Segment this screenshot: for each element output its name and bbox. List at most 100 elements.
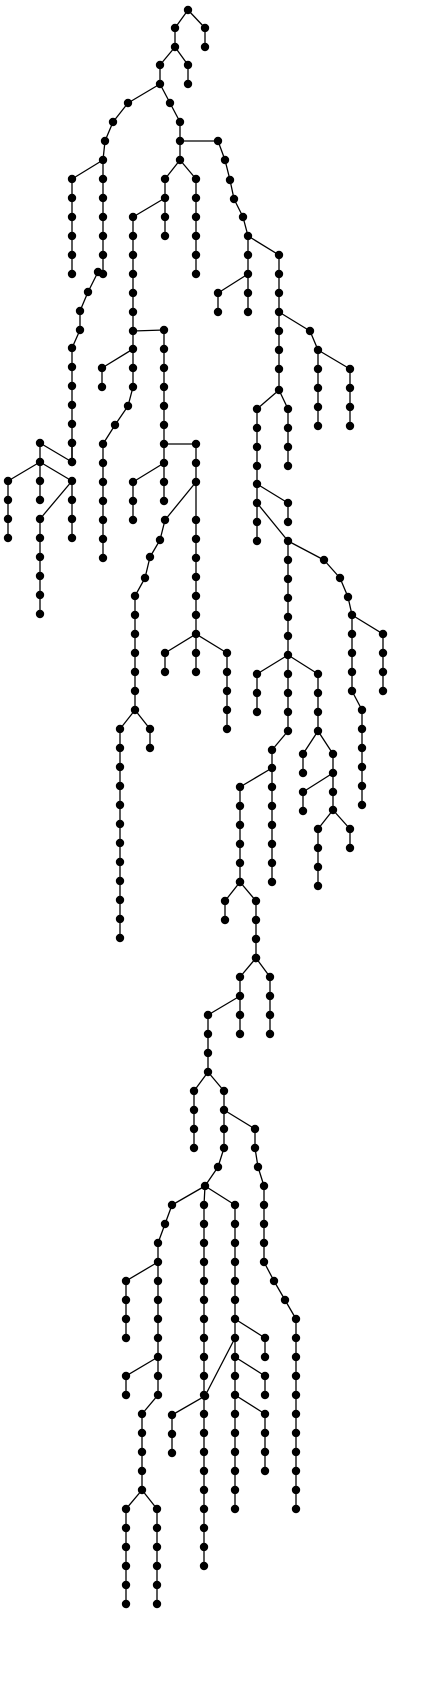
tree-node <box>200 1448 208 1456</box>
tree-node <box>200 1296 208 1304</box>
tree-node <box>236 802 244 810</box>
tree-node <box>252 935 260 943</box>
tree-edge <box>126 1262 158 1281</box>
tree-node <box>253 424 261 432</box>
tree-node <box>204 1068 212 1076</box>
tree-node <box>270 1277 278 1285</box>
tree-node <box>253 537 261 545</box>
tree-node <box>168 1430 176 1438</box>
tree-node <box>161 194 169 202</box>
tree-node <box>329 806 337 814</box>
tree-node <box>192 611 200 619</box>
tree-node <box>314 422 322 430</box>
tree-node <box>236 973 244 981</box>
tree-node <box>200 1258 208 1266</box>
tree-node <box>153 1505 161 1513</box>
tree-node <box>284 556 292 564</box>
tree-node <box>223 706 231 714</box>
tree-node <box>358 744 366 752</box>
tree-node <box>68 175 76 183</box>
tree-node <box>161 516 169 524</box>
tree-node <box>192 516 200 524</box>
tree-node <box>231 1505 239 1513</box>
tree-node <box>236 859 244 867</box>
tree-node <box>99 478 107 486</box>
tree-node <box>192 535 200 543</box>
tree-node <box>98 364 106 372</box>
tree-node <box>138 1448 146 1456</box>
tree-node <box>200 1334 208 1342</box>
tree-node <box>261 1372 269 1380</box>
tree-node <box>116 763 124 771</box>
tree-node <box>284 462 292 470</box>
tree-node <box>200 1201 208 1209</box>
tree-node <box>99 535 107 543</box>
tree-node <box>161 213 169 221</box>
tree-node <box>116 896 124 904</box>
tree-node <box>260 1220 268 1228</box>
tree-node <box>275 289 283 297</box>
tree-node <box>244 232 252 240</box>
tree-node <box>99 554 107 562</box>
tree-node <box>236 840 244 848</box>
tree-node <box>379 687 387 695</box>
tree-node <box>200 1410 208 1418</box>
tree-node <box>116 801 124 809</box>
tree-node <box>131 649 139 657</box>
tree-edge <box>248 236 279 255</box>
tree-node <box>161 668 169 676</box>
tree-node <box>129 232 137 240</box>
tree-node <box>153 1600 161 1608</box>
tree-edge <box>40 443 72 462</box>
tree-node <box>236 821 244 829</box>
tree-node <box>154 1315 162 1323</box>
tree-node <box>261 1334 269 1342</box>
tree-node <box>36 610 44 618</box>
tree-node <box>231 1353 239 1361</box>
tree-node <box>231 1334 239 1342</box>
tree-node <box>314 708 322 716</box>
tree-node <box>201 1392 209 1400</box>
tree-node <box>154 1353 162 1361</box>
tree-node <box>99 440 107 448</box>
tree-node <box>116 915 124 923</box>
tree-root-node <box>184 6 192 14</box>
tree-node <box>292 1429 300 1437</box>
tree-node <box>166 99 174 107</box>
tree-node <box>314 670 322 678</box>
tree-node <box>299 750 307 758</box>
tree-edge <box>240 768 272 787</box>
tree-edge <box>196 634 227 653</box>
tree-edge <box>165 482 196 520</box>
tree-node <box>220 1087 228 1095</box>
tree-node <box>138 1410 146 1418</box>
tree-node <box>68 515 76 523</box>
tree-node <box>346 403 354 411</box>
tree-node <box>4 477 12 485</box>
tree-node <box>284 518 292 526</box>
tree-node <box>68 534 76 542</box>
tree-node <box>200 1315 208 1323</box>
tree-node <box>138 1429 146 1437</box>
tree-node <box>379 630 387 638</box>
tree-node <box>314 727 322 735</box>
tree-node <box>192 194 200 202</box>
tree-node <box>160 421 168 429</box>
tree-node <box>253 480 261 488</box>
tree-node <box>261 1391 269 1399</box>
tree-edge <box>102 349 133 368</box>
tree-node <box>281 1296 289 1304</box>
tree-node <box>284 689 292 697</box>
tree-node <box>314 365 322 373</box>
tree-node <box>220 1125 228 1133</box>
tree-node <box>154 1277 162 1285</box>
tree-node <box>231 1258 239 1266</box>
tree-edge <box>128 84 160 103</box>
tree-node <box>261 1353 269 1361</box>
tree-node <box>379 649 387 657</box>
tree-node <box>68 270 76 278</box>
tree-node <box>68 251 76 259</box>
tree-node <box>99 251 107 259</box>
tree-node <box>244 270 252 278</box>
tree-node <box>129 251 137 259</box>
